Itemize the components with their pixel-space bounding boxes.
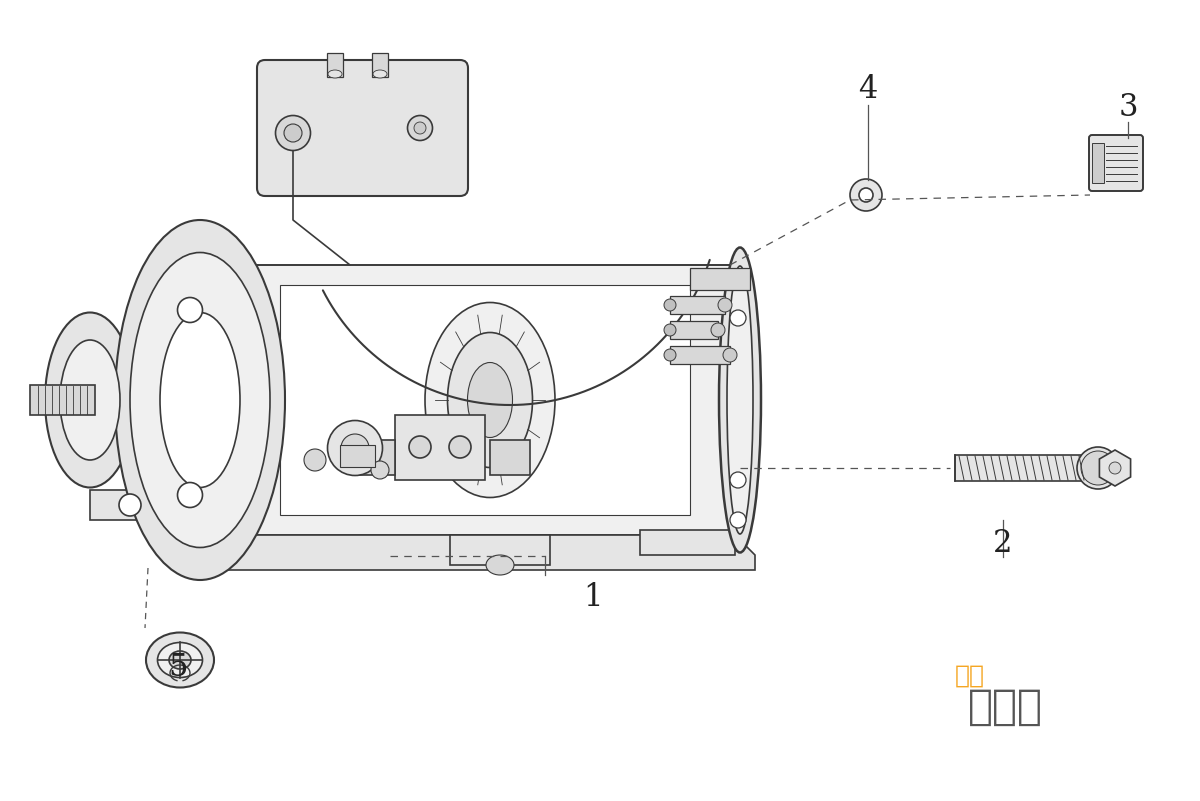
Ellipse shape — [727, 266, 754, 534]
Ellipse shape — [730, 310, 746, 326]
Ellipse shape — [414, 122, 426, 134]
Ellipse shape — [371, 461, 389, 479]
Ellipse shape — [486, 555, 514, 575]
Bar — [670, 346, 730, 364]
Bar — [450, 535, 550, 565]
Ellipse shape — [664, 349, 676, 361]
Ellipse shape — [169, 651, 191, 669]
Ellipse shape — [448, 332, 533, 468]
Ellipse shape — [276, 115, 311, 151]
Ellipse shape — [130, 252, 270, 548]
Ellipse shape — [730, 270, 746, 286]
Ellipse shape — [1078, 447, 1120, 489]
Ellipse shape — [178, 297, 203, 323]
Ellipse shape — [664, 324, 676, 336]
Ellipse shape — [284, 124, 302, 142]
Ellipse shape — [1081, 451, 1115, 485]
Text: 维学院: 维学院 — [968, 686, 1043, 728]
Polygon shape — [1099, 450, 1130, 486]
Text: 1: 1 — [583, 582, 602, 614]
Ellipse shape — [146, 633, 214, 687]
Ellipse shape — [60, 340, 120, 460]
FancyBboxPatch shape — [1092, 143, 1104, 183]
Text: 5: 5 — [168, 653, 187, 683]
Polygon shape — [194, 535, 755, 570]
Ellipse shape — [328, 70, 342, 78]
Bar — [955, 455, 1085, 481]
Ellipse shape — [119, 494, 142, 516]
Ellipse shape — [425, 303, 554, 497]
Text: 4: 4 — [858, 74, 877, 106]
Ellipse shape — [718, 298, 732, 312]
Ellipse shape — [46, 312, 134, 488]
Ellipse shape — [408, 115, 432, 140]
Text: 3: 3 — [1118, 92, 1138, 123]
Ellipse shape — [719, 248, 761, 553]
Ellipse shape — [178, 482, 203, 508]
FancyBboxPatch shape — [355, 440, 395, 475]
Bar — [340, 445, 374, 467]
FancyBboxPatch shape — [257, 60, 468, 196]
Ellipse shape — [664, 299, 676, 311]
Ellipse shape — [1109, 462, 1121, 474]
Text: 卡车: 卡车 — [955, 664, 985, 688]
Bar — [372, 53, 388, 77]
Ellipse shape — [449, 436, 470, 458]
Bar — [640, 530, 734, 555]
Ellipse shape — [157, 642, 203, 678]
Ellipse shape — [409, 436, 431, 458]
Ellipse shape — [722, 348, 737, 362]
Bar — [670, 296, 725, 314]
Bar — [30, 385, 95, 415]
Bar — [670, 321, 718, 339]
Text: 2: 2 — [994, 528, 1013, 558]
Polygon shape — [280, 285, 690, 515]
Ellipse shape — [859, 188, 874, 202]
Ellipse shape — [730, 472, 746, 488]
Ellipse shape — [341, 434, 370, 462]
FancyBboxPatch shape — [490, 440, 530, 475]
Ellipse shape — [850, 179, 882, 211]
Ellipse shape — [710, 323, 725, 337]
FancyBboxPatch shape — [395, 415, 485, 480]
Bar — [690, 268, 750, 290]
Polygon shape — [90, 490, 215, 520]
Ellipse shape — [160, 312, 240, 488]
Polygon shape — [200, 265, 215, 535]
Polygon shape — [215, 265, 734, 535]
Ellipse shape — [468, 363, 512, 437]
Ellipse shape — [328, 421, 383, 476]
Ellipse shape — [730, 512, 746, 528]
Ellipse shape — [373, 70, 386, 78]
FancyBboxPatch shape — [1090, 135, 1142, 191]
Ellipse shape — [304, 449, 326, 471]
Bar — [326, 53, 343, 77]
Ellipse shape — [115, 220, 286, 580]
